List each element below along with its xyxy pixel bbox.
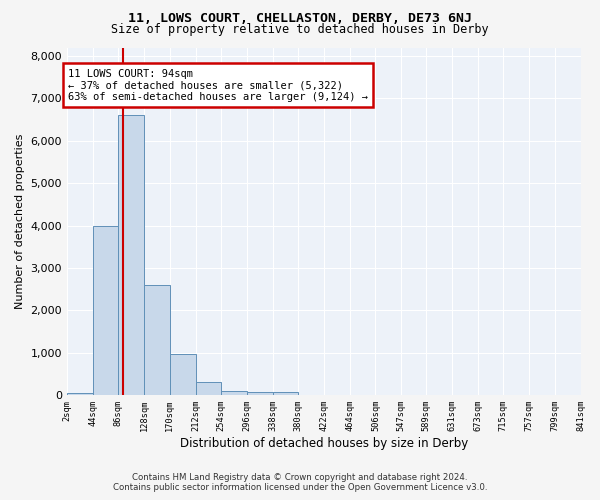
- Text: Size of property relative to detached houses in Derby: Size of property relative to detached ho…: [111, 23, 489, 36]
- Bar: [144, 285, 170, 395]
- Text: 11 LOWS COURT: 94sqm
← 37% of detached houses are smaller (5,322)
63% of semi-de: 11 LOWS COURT: 94sqm ← 37% of detached h…: [68, 68, 368, 102]
- X-axis label: Distribution of detached houses by size in Derby: Distribution of detached houses by size …: [179, 437, 468, 450]
- Text: 11, LOWS COURT, CHELLASTON, DERBY, DE73 6NJ: 11, LOWS COURT, CHELLASTON, DERBY, DE73 …: [128, 12, 472, 24]
- Bar: [221, 391, 247, 395]
- Bar: [170, 354, 196, 395]
- Bar: [93, 226, 118, 395]
- Bar: [196, 382, 221, 395]
- Bar: [247, 392, 272, 395]
- Bar: [118, 116, 144, 395]
- Y-axis label: Number of detached properties: Number of detached properties: [15, 134, 25, 309]
- Bar: [272, 392, 298, 395]
- Bar: [67, 393, 93, 395]
- Text: Contains HM Land Registry data © Crown copyright and database right 2024.
Contai: Contains HM Land Registry data © Crown c…: [113, 472, 487, 492]
